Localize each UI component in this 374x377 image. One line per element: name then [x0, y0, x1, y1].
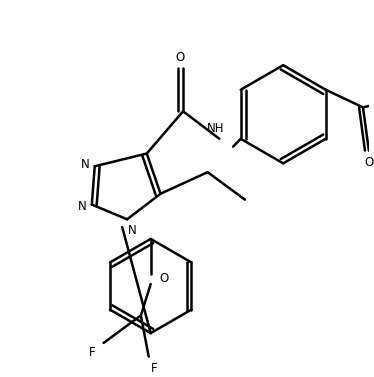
Text: N: N [80, 158, 89, 171]
Text: F: F [151, 362, 158, 375]
Text: F: F [89, 346, 95, 359]
Text: NH: NH [207, 121, 224, 135]
Text: N: N [128, 224, 137, 237]
Text: N: N [77, 200, 86, 213]
Text: O: O [175, 51, 185, 64]
Text: O: O [364, 156, 374, 169]
Text: O: O [160, 272, 169, 285]
